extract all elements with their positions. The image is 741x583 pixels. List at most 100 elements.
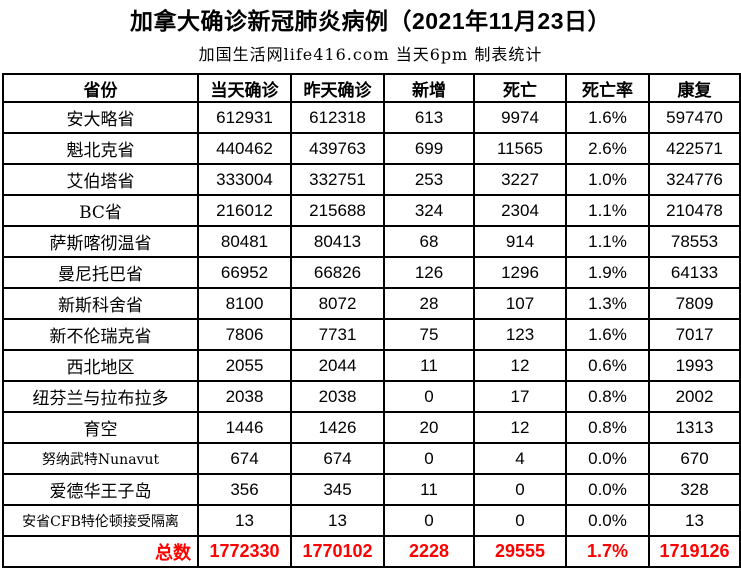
cell-deaths: 914 bbox=[473, 225, 567, 258]
cell-province: 魁北克省 bbox=[2, 132, 199, 165]
cell-yesterday-confirmed: 66826 bbox=[290, 256, 385, 289]
column-header: 死亡率 bbox=[565, 73, 650, 103]
cell-province: 艾伯塔省 bbox=[2, 163, 199, 196]
cell-yesterday-confirmed: 13 bbox=[290, 504, 385, 537]
cell-today-confirmed: 2055 bbox=[197, 349, 292, 382]
cell-province: 萨斯喀彻温省 bbox=[2, 225, 199, 258]
cell-yesterday-confirmed: 2044 bbox=[290, 349, 385, 382]
total-new-cases: 2228 bbox=[383, 535, 475, 568]
cell-today-confirmed: 2038 bbox=[197, 380, 292, 413]
cell-death-rate: 1.6% bbox=[565, 101, 650, 134]
cell-recovered: 324776 bbox=[648, 163, 741, 196]
column-header: 新增 bbox=[383, 73, 475, 103]
cell-death-rate: 1.1% bbox=[565, 194, 650, 227]
cell-today-confirmed: 612931 bbox=[197, 101, 292, 134]
table-row: 萨斯喀彻温省 80481 80413 68 914 1.1% 78553 bbox=[2, 225, 741, 258]
cell-province: 育空 bbox=[2, 411, 199, 444]
table-row: 艾伯塔省 333004 332751 253 3227 1.0% 324776 bbox=[2, 163, 741, 196]
cell-recovered: 64133 bbox=[648, 256, 741, 289]
cell-deaths: 12 bbox=[473, 411, 567, 444]
cell-yesterday-confirmed: 674 bbox=[290, 442, 385, 475]
cell-province: 新不伦瑞克省 bbox=[2, 318, 199, 351]
table-row: 纽芬兰与拉布拉多 2038 2038 0 17 0.8% 2002 bbox=[2, 380, 741, 413]
cell-recovered: 7017 bbox=[648, 318, 741, 351]
cell-new-cases: 126 bbox=[383, 256, 475, 289]
cell-deaths: 0 bbox=[473, 504, 567, 537]
cell-today-confirmed: 674 bbox=[197, 442, 292, 475]
cell-yesterday-confirmed: 332751 bbox=[290, 163, 385, 196]
total-today-confirmed: 1772330 bbox=[197, 535, 292, 568]
total-label: 总数 bbox=[2, 535, 199, 568]
cell-recovered: 2002 bbox=[648, 380, 741, 413]
table-row: 努纳武特Nunavut 674 674 0 4 0.0% 670 bbox=[2, 442, 741, 475]
cell-deaths: 3227 bbox=[473, 163, 567, 196]
cell-deaths: 1296 bbox=[473, 256, 567, 289]
cell-recovered: 1993 bbox=[648, 349, 741, 382]
cell-province: 曼尼托巴省 bbox=[2, 256, 199, 289]
cell-province: 新斯科舍省 bbox=[2, 287, 199, 320]
total-recovered: 1719126 bbox=[648, 535, 741, 568]
table-row: 育空 1446 1426 20 12 0.8% 1313 bbox=[2, 411, 741, 444]
cell-yesterday-confirmed: 439763 bbox=[290, 132, 385, 165]
cell-new-cases: 0 bbox=[383, 504, 475, 537]
cell-today-confirmed: 216012 bbox=[197, 194, 292, 227]
page-title: 加拿大确诊新冠肺炎病例（2021年11月23日） bbox=[129, 8, 612, 34]
column-header: 康复 bbox=[648, 73, 741, 103]
cell-deaths: 123 bbox=[473, 318, 567, 351]
cell-recovered: 13 bbox=[648, 504, 741, 537]
cell-new-cases: 75 bbox=[383, 318, 475, 351]
cell-death-rate: 1.6% bbox=[565, 318, 650, 351]
cell-deaths: 4 bbox=[473, 442, 567, 475]
table-row: BC省 216012 215688 324 2304 1.1% 210478 bbox=[2, 194, 741, 227]
column-header: 死亡 bbox=[473, 73, 567, 103]
cell-recovered: 328 bbox=[648, 473, 741, 506]
cell-new-cases: 11 bbox=[383, 349, 475, 382]
cell-new-cases: 0 bbox=[383, 380, 475, 413]
cell-yesterday-confirmed: 215688 bbox=[290, 194, 385, 227]
cell-death-rate: 2.6% bbox=[565, 132, 650, 165]
page-subtitle: 加国生活网life416.com 当天6pm 制表统计 bbox=[198, 45, 543, 64]
cell-province: 西北地区 bbox=[2, 349, 199, 382]
cell-recovered: 597470 bbox=[648, 101, 741, 134]
cell-death-rate: 1.0% bbox=[565, 163, 650, 196]
cell-recovered: 78553 bbox=[648, 225, 741, 258]
cell-province: BC省 bbox=[2, 194, 199, 227]
table-row: 安省CFB特伦顿接受隔离 13 13 0 0 0.0% 13 bbox=[2, 504, 741, 537]
cell-province: 努纳武特Nunavut bbox=[2, 442, 199, 475]
cell-deaths: 0 bbox=[473, 473, 567, 506]
table-row: 曼尼托巴省 66952 66826 126 1296 1.9% 64133 bbox=[2, 256, 741, 289]
column-header: 当天确诊 bbox=[197, 73, 292, 103]
cell-yesterday-confirmed: 8072 bbox=[290, 287, 385, 320]
cell-province: 安大略省 bbox=[2, 101, 199, 134]
covid-stats-table: 省份 当天确诊 昨天确诊 新增 死亡 死亡率 康复 安大略省 612931 612318 613 9… bbox=[2, 73, 741, 568]
cell-yesterday-confirmed: 80413 bbox=[290, 225, 385, 258]
table-header-row: 省份 当天确诊 昨天确诊 新增 死亡 死亡率 康复 bbox=[2, 73, 741, 103]
cell-death-rate: 0.6% bbox=[565, 349, 650, 382]
table-row: 爱德华王子岛 356 345 11 0 0.0% 328 bbox=[2, 473, 741, 506]
cell-today-confirmed: 80481 bbox=[197, 225, 292, 258]
cell-recovered: 422571 bbox=[648, 132, 741, 165]
cell-new-cases: 253 bbox=[383, 163, 475, 196]
cell-deaths: 9974 bbox=[473, 101, 567, 134]
cell-today-confirmed: 333004 bbox=[197, 163, 292, 196]
cell-deaths: 17 bbox=[473, 380, 567, 413]
cell-new-cases: 0 bbox=[383, 442, 475, 475]
table-row: 魁北克省 440462 439763 699 11565 2.6% 422571 bbox=[2, 132, 741, 165]
cell-new-cases: 28 bbox=[383, 287, 475, 320]
table-row: 新不伦瑞克省 7806 7731 75 123 1.6% 7017 bbox=[2, 318, 741, 351]
column-header: 昨天确诊 bbox=[290, 73, 385, 103]
cell-today-confirmed: 7806 bbox=[197, 318, 292, 351]
cell-new-cases: 11 bbox=[383, 473, 475, 506]
cell-death-rate: 1.1% bbox=[565, 225, 650, 258]
cell-today-confirmed: 440462 bbox=[197, 132, 292, 165]
cell-yesterday-confirmed: 2038 bbox=[290, 380, 385, 413]
cell-death-rate: 0.0% bbox=[565, 442, 650, 475]
cell-province: 纽芬兰与拉布拉多 bbox=[2, 380, 199, 413]
cell-deaths: 11565 bbox=[473, 132, 567, 165]
total-deaths: 29555 bbox=[473, 535, 567, 568]
total-yesterday-confirmed: 1770102 bbox=[290, 535, 385, 568]
total-death-rate: 1.7% bbox=[565, 535, 650, 568]
cell-today-confirmed: 8100 bbox=[197, 287, 292, 320]
cell-recovered: 210478 bbox=[648, 194, 741, 227]
cell-death-rate: 1.3% bbox=[565, 287, 650, 320]
